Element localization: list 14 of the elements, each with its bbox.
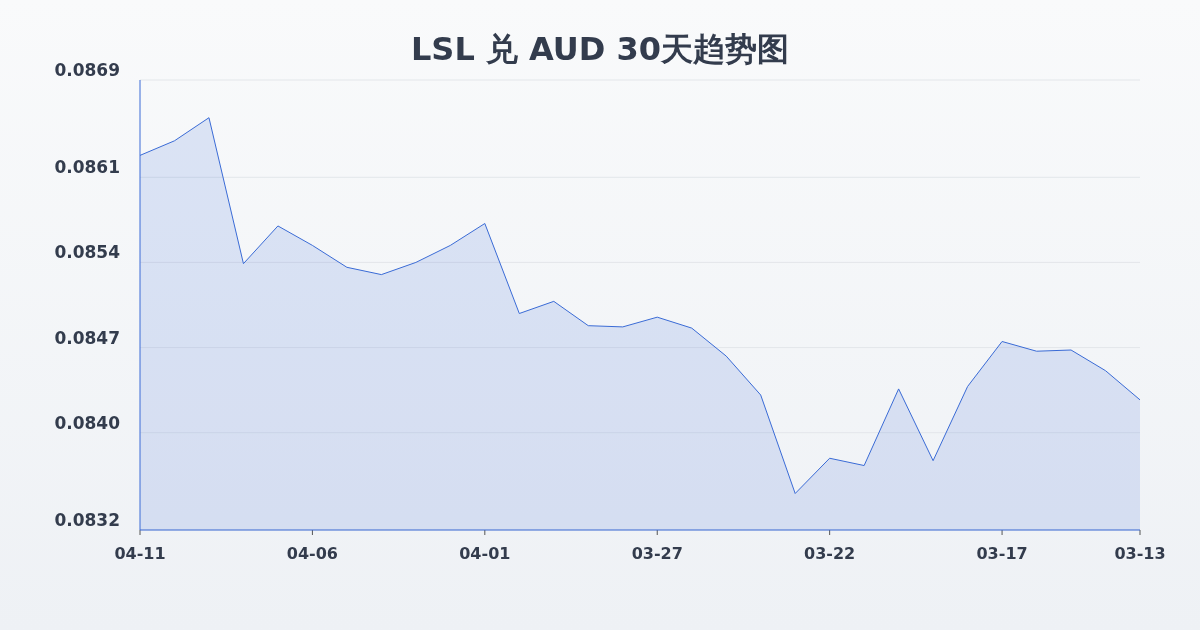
y-tick-label: 0.0832 — [54, 510, 120, 530]
y-tick-label: 0.0869 — [54, 60, 120, 80]
x-tick-label: 03-27 — [631, 544, 683, 563]
y-tick-label: 0.0840 — [54, 412, 121, 433]
x-tick-label: 04-11 — [114, 544, 166, 563]
y-tick-label: 0.0854 — [54, 242, 121, 263]
x-tick-label: 03-17 — [976, 544, 1028, 563]
x-tick-label: 03-13 — [1114, 544, 1166, 563]
y-tick-label: 0.0861 — [54, 157, 120, 178]
x-tick-label: 04-06 — [286, 544, 338, 563]
chart-title: LSL 兑 AUD 30天趋势图 — [410, 30, 790, 68]
x-tick-label: 04-01 — [459, 544, 511, 563]
y-tick-label: 0.0847 — [54, 327, 120, 348]
x-tick-label: 03-22 — [804, 544, 856, 563]
